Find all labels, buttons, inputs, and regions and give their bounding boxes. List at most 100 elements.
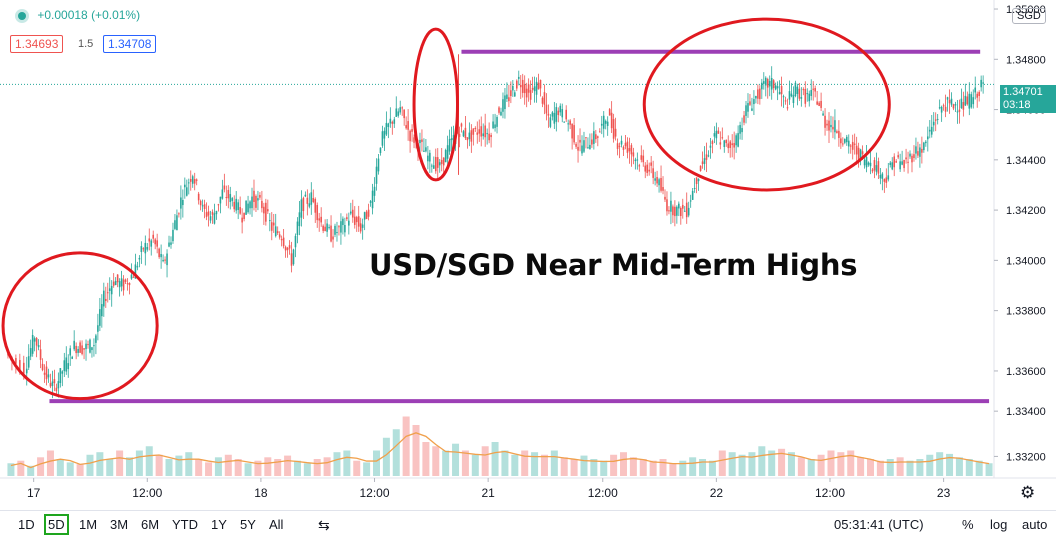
volume-bar [106, 459, 114, 476]
candle-body [670, 200, 672, 212]
candle-body [464, 127, 467, 139]
currency-badge[interactable]: SGD [1012, 8, 1046, 24]
candle-body [689, 200, 692, 202]
timeframe-ytd[interactable]: YTD [172, 517, 198, 532]
candle-body [496, 117, 498, 127]
candle-body [972, 97, 975, 105]
candle-body [399, 107, 402, 113]
percent-toggle[interactable]: % [962, 517, 974, 532]
log-toggle[interactable]: log [990, 517, 1008, 532]
candle-body [506, 94, 508, 99]
candle-body [110, 285, 113, 295]
candle-body [812, 88, 814, 90]
candle-body [150, 240, 153, 247]
candle-body [745, 105, 747, 116]
candle-body [656, 176, 658, 184]
y-tick-label: 1.33200 [1006, 451, 1046, 463]
candle-body [510, 90, 512, 97]
timeframe-5d[interactable]: 5D [44, 514, 69, 535]
y-tick-label: 1.33800 [1006, 306, 1046, 318]
candle-body [87, 344, 89, 346]
volume-bar [382, 437, 390, 476]
volume-bar [708, 460, 716, 476]
candle-body [780, 86, 783, 95]
volume-bar [521, 450, 529, 476]
spread-value: 1.5 [78, 38, 94, 50]
volume-bar [610, 454, 618, 476]
candle-body [964, 95, 967, 106]
volume-bar [778, 448, 786, 476]
candle-body [729, 141, 732, 148]
candle-body [359, 223, 362, 232]
candle-body [498, 107, 500, 113]
candle-body [290, 253, 293, 266]
candle-body [425, 147, 427, 152]
candle-body [434, 157, 437, 172]
candle-body [543, 92, 546, 105]
sell-button[interactable]: 1.34693 [10, 35, 64, 53]
candle-body [940, 106, 943, 113]
candle-body [980, 79, 982, 88]
candle-body [462, 131, 465, 137]
buy-button[interactable]: 1.34708 [103, 35, 157, 53]
x-tick-label: 23 [937, 486, 951, 500]
candle-body [707, 155, 710, 157]
candle-body [766, 79, 769, 88]
candle-body [405, 125, 407, 129]
candle-body [620, 140, 623, 145]
candle-body [960, 98, 963, 109]
volume-bar [886, 459, 894, 476]
volume-bar [46, 450, 54, 476]
gear-icon[interactable]: ⚙ [1020, 483, 1036, 502]
candle-body [845, 136, 848, 143]
candle-body [421, 139, 423, 142]
candle-body [22, 362, 25, 374]
candle-body [397, 111, 400, 116]
candle-body [375, 166, 378, 184]
candle-body [304, 194, 307, 197]
auto-toggle[interactable]: auto [1022, 517, 1048, 532]
volume-bar [343, 450, 351, 476]
timeframe-6m[interactable]: 6M [141, 517, 160, 532]
candle-body [332, 236, 334, 240]
candle-body [245, 200, 247, 215]
timeframe-1d[interactable]: 1D [18, 517, 35, 532]
candle-body [567, 123, 569, 125]
candle-body [731, 143, 733, 146]
candle-body [683, 210, 686, 212]
candle-body [784, 100, 787, 102]
timeframe-3m[interactable]: 3M [110, 517, 129, 532]
price-chart[interactable]: 1.33200 1.33400 1.33600 1.33800 1.34000 1.342… [0, 0, 1056, 510]
candle-body [221, 189, 224, 199]
candle-body [966, 96, 969, 105]
candle-body [723, 140, 726, 148]
timeframe-all[interactable]: All [269, 517, 284, 532]
candle-body [391, 121, 394, 124]
candle-body [897, 155, 899, 158]
candle-body [411, 129, 413, 132]
candle-body [263, 206, 265, 214]
candle-body [409, 130, 411, 142]
candle-body [318, 218, 320, 221]
volume-bar [748, 452, 756, 476]
candle-body [907, 161, 909, 163]
candle-body [207, 211, 210, 216]
volume-bar [76, 464, 84, 476]
candle-body [587, 147, 589, 149]
candle-body [646, 164, 649, 173]
candle-body [699, 165, 702, 171]
candle-body [316, 205, 319, 221]
candle-body [132, 276, 135, 278]
volume-bar [797, 457, 805, 476]
timeframe-5y[interactable]: 5Y [240, 517, 256, 532]
candle-body [762, 81, 765, 84]
candle-body [861, 151, 864, 155]
utc-clock[interactable]: 05:31:41 (UTC) [834, 517, 924, 532]
calendar-range-icon[interactable]: ⇆ [318, 517, 330, 533]
candle-body [579, 139, 581, 143]
timeframe-1m[interactable]: 1M [79, 517, 98, 532]
volume-bar [955, 457, 963, 476]
timeframe-1y[interactable]: 1Y [211, 517, 227, 532]
candle-body [433, 165, 435, 169]
candle-body [322, 225, 324, 231]
